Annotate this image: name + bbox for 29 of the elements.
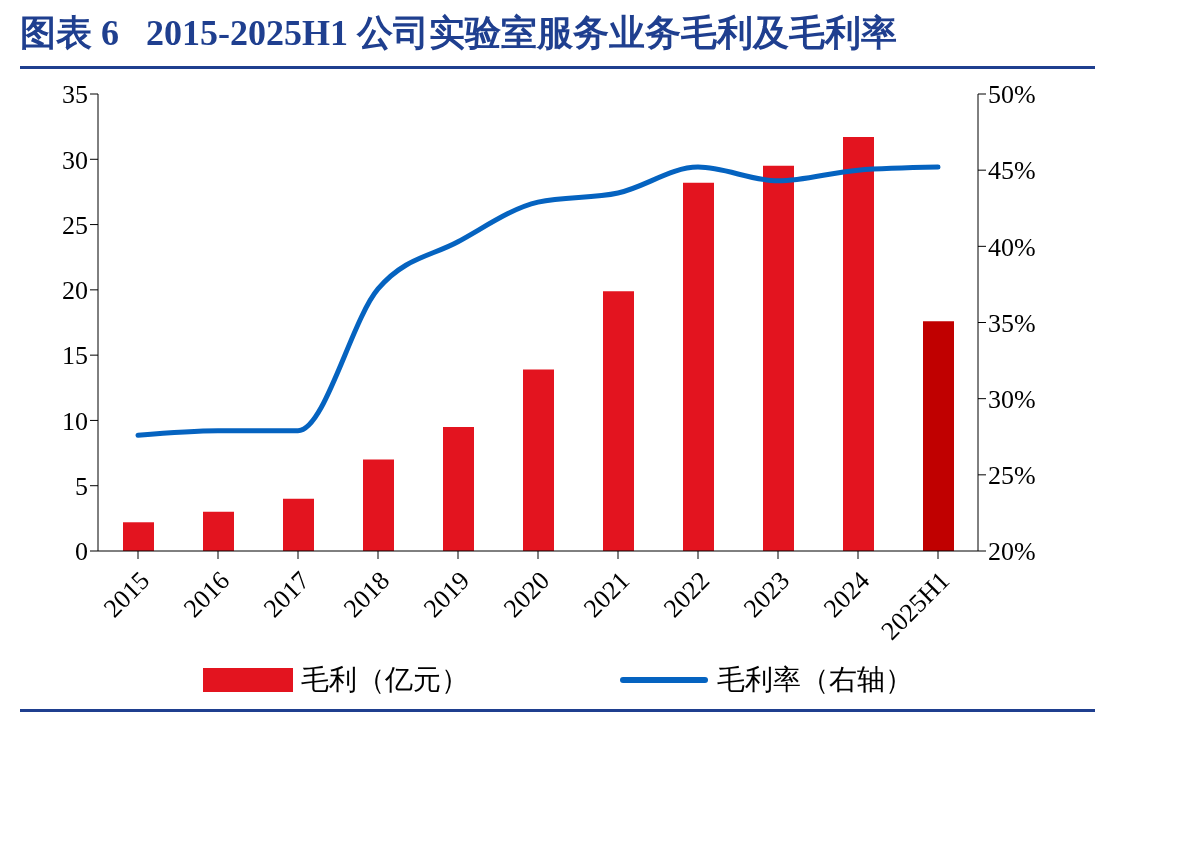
y2-tick-label: 20% — [988, 537, 1036, 567]
y2-tick-label: 45% — [988, 156, 1036, 186]
bar — [843, 137, 874, 551]
y-tick-label: 20 — [62, 276, 88, 306]
y-tick-label: 25 — [62, 210, 88, 240]
bar — [283, 498, 314, 551]
legend-label: 毛利率（右轴） — [717, 662, 913, 698]
bar — [203, 511, 234, 551]
bar — [123, 522, 154, 551]
y-tick-label: 10 — [62, 406, 88, 436]
y2-tick-label: 50% — [988, 80, 1036, 110]
y-tick-label: 0 — [75, 537, 88, 567]
bar — [923, 321, 954, 551]
y-tick-label: 5 — [75, 471, 88, 501]
bar — [443, 426, 474, 551]
bar — [603, 291, 634, 551]
bar — [763, 165, 794, 551]
y-tick-label: 35 — [62, 80, 88, 110]
bar — [523, 369, 554, 551]
y2-tick-label: 25% — [988, 461, 1036, 491]
legend-label: 毛利（亿元） — [301, 662, 469, 698]
bar — [363, 459, 394, 551]
y2-tick-label: 35% — [988, 308, 1036, 338]
chart-title: 图表 6 2015-2025H1 公司实验室服务业务毛利及毛利率 — [19, 12, 898, 55]
y-tick-label: 30 — [62, 145, 88, 175]
y-tick-label: 15 — [62, 341, 88, 371]
y2-tick-label: 40% — [988, 232, 1036, 262]
y2-tick-label: 30% — [988, 384, 1036, 414]
bar — [683, 182, 714, 551]
